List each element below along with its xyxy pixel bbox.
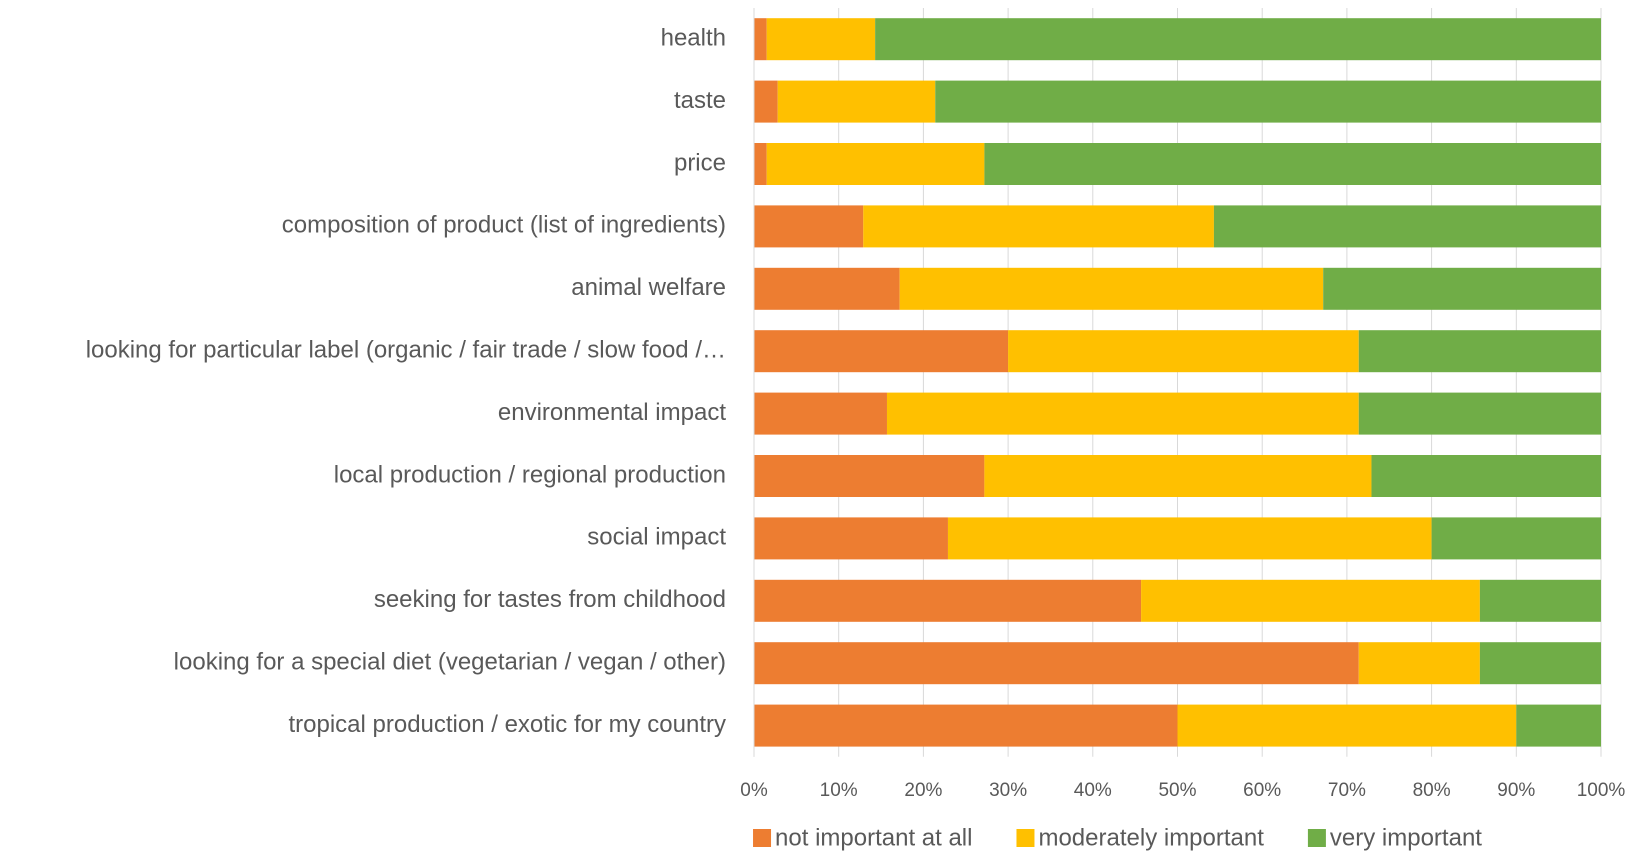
bar-segment [1431, 517, 1601, 560]
y-tick-label: price [674, 149, 726, 176]
y-tick-label: health [661, 25, 726, 52]
bar-segment [754, 579, 1142, 622]
bar-segment [947, 517, 1432, 560]
y-tick-label: social impact [587, 524, 726, 551]
bar-segment [899, 267, 1324, 310]
bar-segment [1358, 392, 1601, 435]
bar-segment [984, 143, 1601, 185]
bar-segment [754, 143, 767, 185]
bar-segment [754, 205, 864, 248]
x-tick-label: 70% [1328, 780, 1366, 801]
bar-segment [1141, 579, 1480, 622]
x-tick-label: 90% [1497, 780, 1535, 801]
bar-segment [1479, 579, 1601, 622]
bar-segment [754, 392, 887, 435]
x-tick-label: 10% [820, 780, 858, 801]
legend-swatch [753, 829, 772, 847]
bar-segment [766, 143, 985, 185]
y-tick-label: seeking for tastes from childhood [374, 586, 726, 613]
y-tick-label: looking for a special diet (vegetarian /… [174, 649, 726, 676]
x-tick-label: 40% [1074, 780, 1112, 801]
x-tick-label: 30% [989, 780, 1027, 801]
x-tick-label: 80% [1413, 780, 1451, 801]
bar-segment [754, 330, 1009, 373]
bar-segment [754, 642, 1359, 685]
legend-swatch [1016, 829, 1035, 847]
bar-segment [984, 455, 1372, 497]
y-tick-label: tropical production / exotic for my coun… [288, 711, 726, 738]
bar-segment [1479, 642, 1601, 685]
bar-segment [1371, 455, 1601, 497]
bar-segment [766, 18, 876, 61]
y-tick-label: local production / regional production [334, 461, 726, 488]
x-tick-label: 20% [904, 780, 942, 801]
bar-segment [754, 267, 900, 310]
bar-segment [863, 205, 1214, 248]
bar-segment [754, 517, 948, 560]
y-tick-label: taste [674, 87, 726, 114]
bar-segment [1213, 205, 1601, 248]
x-tick-label: 60% [1243, 780, 1281, 801]
bar-segment [777, 80, 936, 123]
bar-segment [1323, 267, 1601, 310]
bar-segment [935, 80, 1601, 123]
y-tick-label: environmental impact [498, 399, 726, 426]
legend-label: moderately important [1038, 824, 1264, 851]
bar-segment [1358, 330, 1601, 373]
bar-segment [754, 80, 778, 123]
bar-segment [754, 704, 1178, 747]
x-tick-label: 100% [1577, 780, 1626, 801]
bar-segment [1008, 330, 1359, 373]
bar-segment [1516, 704, 1601, 747]
legend-label: very important [1330, 824, 1482, 851]
bar-segment [754, 455, 985, 497]
legend-swatch [1307, 829, 1326, 847]
bar-segment [886, 392, 1359, 435]
bar-segment [754, 18, 767, 61]
legend-label: not important at all [775, 824, 972, 851]
bar-segment [1177, 704, 1517, 747]
bar-segment [1358, 642, 1480, 685]
x-tick-label: 0% [740, 780, 768, 801]
y-tick-label: composition of product (list of ingredie… [282, 212, 726, 239]
y-tick-label: animal welfare [571, 274, 726, 301]
y-tick-label: looking for particular label (organic / … [86, 337, 726, 364]
x-tick-label: 50% [1158, 780, 1196, 801]
bar-segment [875, 18, 1601, 61]
